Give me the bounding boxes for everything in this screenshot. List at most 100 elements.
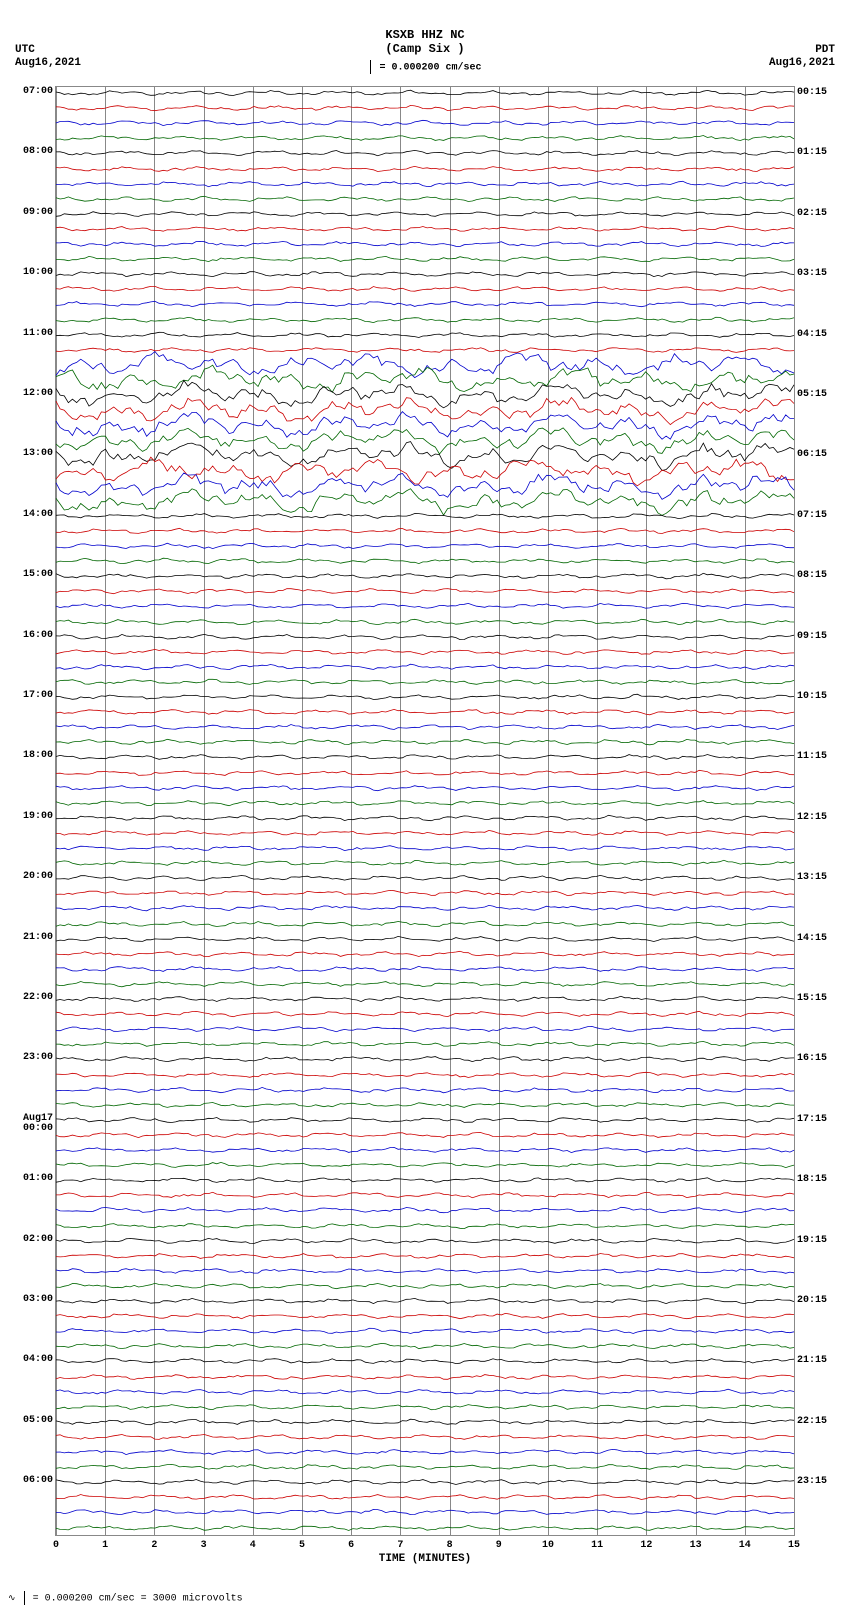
seismic-trace xyxy=(56,828,794,868)
seismic-trace xyxy=(56,662,794,702)
seismic-trace xyxy=(56,1206,794,1246)
seismic-trace xyxy=(56,526,794,566)
x-tick: 9 xyxy=(496,1540,502,1551)
x-tick: 5 xyxy=(299,1540,305,1551)
seismic-trace xyxy=(56,1372,794,1412)
seismic-trace xyxy=(56,330,794,370)
time-label-right: 11:15 xyxy=(794,751,827,762)
seismic-trace xyxy=(56,1447,794,1487)
seismic-trace xyxy=(56,934,794,974)
seismic-trace xyxy=(56,994,794,1034)
seismic-trace xyxy=(56,1175,794,1215)
time-label-right: 03:15 xyxy=(794,268,827,279)
plot-area: TIME (MINUTES) 012345678910111213141507:… xyxy=(55,86,795,1536)
x-axis-label: TIME (MINUTES) xyxy=(56,1553,794,1565)
seismic-trace xyxy=(56,722,794,762)
seismic-trace xyxy=(56,1115,794,1155)
tz-right: PDT xyxy=(815,44,835,56)
footer-scale: ∿ = 0.000200 cm/sec = 3000 microvolts xyxy=(8,1591,243,1605)
grid-vertical xyxy=(302,87,303,1535)
seismic-trace xyxy=(56,677,794,717)
grid-vertical xyxy=(450,87,451,1535)
time-label-right: 15:15 xyxy=(794,993,827,1004)
seismic-trace xyxy=(56,345,794,385)
header: KSXB HHZ NC (Camp Six ) = 0.000200 cm/se… xyxy=(0,0,850,74)
seismic-trace xyxy=(56,405,794,445)
seismic-trace xyxy=(56,375,794,415)
time-label-left: 08:00 xyxy=(23,147,56,157)
seismic-trace xyxy=(56,873,794,913)
location-name: (Camp Six ) xyxy=(0,42,850,56)
seismic-trace xyxy=(56,1236,794,1276)
seismic-trace xyxy=(56,1221,794,1261)
seismic-trace xyxy=(56,1130,794,1170)
seismic-trace xyxy=(56,904,794,944)
seismic-trace xyxy=(56,1357,794,1397)
grid-vertical xyxy=(56,87,57,1535)
seismic-trace xyxy=(56,964,794,1004)
time-label-left: 07:00 xyxy=(23,87,56,97)
seismic-trace xyxy=(56,1024,794,1064)
seismogram-container: KSXB HHZ NC (Camp Six ) = 0.000200 cm/se… xyxy=(0,0,850,1613)
seismic-trace xyxy=(56,481,794,521)
time-label-left: 18:00 xyxy=(23,751,56,761)
x-tick: 0 xyxy=(53,1540,59,1551)
seismic-trace xyxy=(56,118,794,158)
time-label-left: 12:00 xyxy=(23,389,56,399)
station-id: KSXB HHZ NC xyxy=(0,28,850,42)
seismic-trace xyxy=(56,254,794,294)
seismic-trace xyxy=(56,269,794,309)
seismic-trace xyxy=(56,1039,794,1079)
time-label-right: 19:15 xyxy=(794,1235,827,1246)
seismic-trace xyxy=(56,571,794,611)
seismic-trace xyxy=(56,647,794,687)
grid-vertical xyxy=(204,87,205,1535)
seismic-trace xyxy=(56,239,794,279)
seismic-trace xyxy=(56,1190,794,1230)
time-label-left: 21:00 xyxy=(23,933,56,943)
seismic-trace xyxy=(56,858,794,898)
seismic-trace xyxy=(56,1266,794,1306)
time-label-left: 17:00 xyxy=(23,691,56,701)
x-tick: 14 xyxy=(739,1540,751,1551)
time-label-right: 22:15 xyxy=(794,1416,827,1427)
time-label-left: 15:00 xyxy=(23,570,56,580)
time-label-right: 18:15 xyxy=(794,1174,827,1185)
seismic-trace xyxy=(56,1341,794,1381)
seismic-trace xyxy=(56,586,794,626)
seismic-trace xyxy=(56,843,794,883)
seismic-trace xyxy=(56,451,794,491)
time-label-right: 23:15 xyxy=(794,1476,827,1487)
time-label-left: 04:00 xyxy=(23,1355,56,1365)
seismic-trace xyxy=(56,194,794,234)
x-tick: 8 xyxy=(447,1540,453,1551)
seismic-trace xyxy=(56,1160,794,1200)
date-left: Aug16,2021 xyxy=(15,57,81,69)
seismic-trace xyxy=(56,511,794,551)
seismic-trace xyxy=(56,1492,794,1532)
seismic-trace xyxy=(56,919,794,959)
time-label-left: Aug1700:00 xyxy=(23,1114,56,1134)
seismic-trace xyxy=(56,1070,794,1110)
grid-vertical xyxy=(351,87,352,1535)
seismic-trace xyxy=(56,1508,794,1548)
time-label-left: 20:00 xyxy=(23,872,56,882)
x-tick: 13 xyxy=(690,1540,702,1551)
time-label-right: 08:15 xyxy=(794,570,827,581)
x-tick: 3 xyxy=(201,1540,207,1551)
seismic-trace xyxy=(56,149,794,189)
grid-vertical xyxy=(400,87,401,1535)
grid-vertical xyxy=(646,87,647,1535)
seismic-trace xyxy=(56,541,794,581)
x-tick: 10 xyxy=(542,1540,554,1551)
seismic-trace xyxy=(56,164,794,204)
grid-vertical xyxy=(499,87,500,1535)
x-tick: 1 xyxy=(102,1540,108,1551)
seismic-trace xyxy=(56,466,794,506)
time-label-right: 14:15 xyxy=(794,933,827,944)
seismic-trace xyxy=(56,1326,794,1366)
grid-vertical xyxy=(253,87,254,1535)
seismic-trace xyxy=(56,813,794,853)
scale-bar-icon xyxy=(24,1591,25,1605)
seismic-trace xyxy=(56,73,794,113)
